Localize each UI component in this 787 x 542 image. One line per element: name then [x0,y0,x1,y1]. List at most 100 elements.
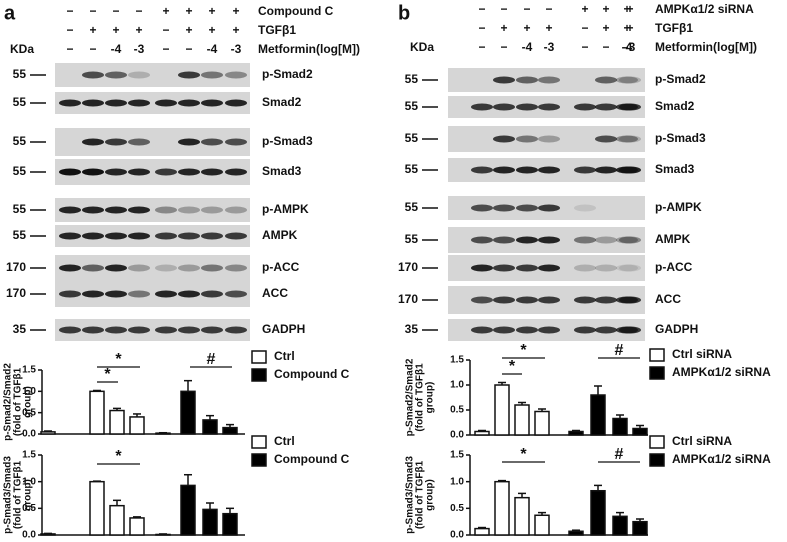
blot-band [538,326,560,334]
blot-band [201,290,223,298]
condition-sign: − [545,2,552,16]
blot-band [105,206,127,214]
condition-sign: + [89,23,96,37]
significance-mark: * [509,358,516,375]
bar [612,515,628,536]
condition-sign: − [112,4,119,18]
condition-sign: + [581,2,588,16]
legend-swatch [251,435,267,449]
condition-sign: − [478,40,485,54]
significance-mark: # [615,446,624,463]
y-tick-label: 0.5 [450,503,464,514]
blot-band [201,326,223,334]
condition-sign: + [623,2,630,16]
bar [590,394,606,436]
blot-band [178,206,200,214]
blot-band [82,99,104,107]
blot-band [471,103,493,111]
y-axis-label: group) [23,386,34,418]
blot-band [493,296,515,304]
blot-band [128,138,150,146]
blot-band [595,326,617,334]
blot-band [225,99,247,107]
condition-sign: -4 [622,40,633,54]
blot-band [516,135,538,143]
legend-label: Ctrl siRNA [672,347,732,361]
bar [474,527,490,536]
blot-label: p-Smad3 [262,134,313,148]
kda-marker: 35 [405,322,419,336]
y-axis-label: group) [425,382,436,414]
blot-band [538,204,560,212]
bar [590,489,606,536]
y-axis-label: (fold of TGFβ1 [13,367,24,436]
legend-label: Ctrl siRNA [672,434,732,448]
y-tick-label: 1.5 [22,450,36,461]
condition-sign: + [500,21,507,35]
panel-letter: b [398,2,410,24]
blot-label: GADPH [655,322,698,336]
blot-band [616,264,638,272]
blot-band [225,232,247,240]
blot-band [619,326,641,334]
blot-band [619,135,641,143]
kda-marker: 55 [13,134,27,148]
kda-marker: 35 [13,322,27,336]
legend-swatch [649,348,665,362]
legend-label: AMPKα1/2 siRNA [672,365,771,379]
kda-marker: 170 [398,292,418,306]
blot-label: Smad3 [655,162,695,176]
blot-band [471,166,493,174]
condition-sign: -3 [625,40,636,54]
blot-band [516,166,538,174]
blot-band [178,168,200,176]
blot-band [201,99,223,107]
condition-sign: − [478,21,485,35]
kda-marker: 55 [405,232,419,246]
blot-label: p-Smad2 [655,72,706,86]
blot-band [516,326,538,334]
y-tick-label: 0.5 [22,407,36,418]
condition-sign: − [66,42,73,56]
blot-band [105,168,127,176]
legend-label: AMPKα1/2 siRNA [672,452,771,466]
blot-band [128,99,150,107]
blot-band [595,166,617,174]
bar [222,512,238,536]
blot-band [574,103,596,111]
bar [202,508,218,536]
blot-band [105,138,127,146]
blot-band [59,264,81,272]
bar [155,432,171,435]
blot-band [516,236,538,244]
kda-marker: 55 [405,131,419,145]
bar [40,533,56,536]
blot-band [493,103,515,111]
kda-marker: 55 [13,164,27,178]
blot-band [595,103,617,111]
blot-band [59,326,81,334]
blot-band [128,326,150,334]
bar [494,480,510,536]
legend-swatch [251,368,267,382]
bar [89,390,105,435]
blot-band [225,206,247,214]
blot-strip [55,92,250,114]
blot-band [471,204,493,212]
condition-sign: + [162,4,169,18]
blot-label: ACC [262,286,288,300]
bar [202,419,218,435]
y-axis-label: group) [425,479,436,511]
condition-sign: − [500,40,507,54]
blot-band [225,290,247,298]
blot-band [595,135,617,143]
y-tick-label: 1.0 [450,380,464,391]
blot-band [225,138,247,146]
condition-sign: + [232,23,239,37]
y-tick-label: 0.0 [450,530,464,541]
bar [612,417,628,436]
blot-band [178,71,200,79]
blot-band [59,290,81,298]
condition-sign: − [500,2,507,16]
